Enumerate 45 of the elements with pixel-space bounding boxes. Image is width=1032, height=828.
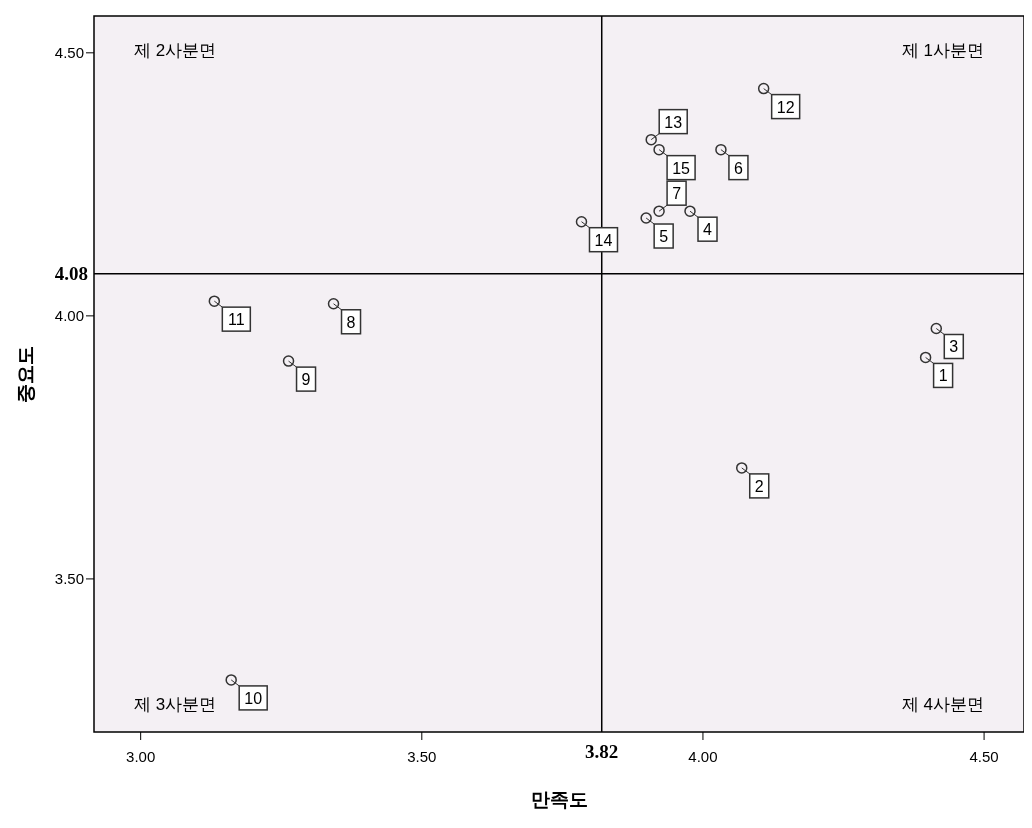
annotation: 1 <box>938 367 948 385</box>
point <box>653 205 665 217</box>
annotation: 제 3사분면 <box>134 695 217 714</box>
point <box>930 322 943 335</box>
x-tick-label: 3.00 <box>126 748 156 765</box>
annotation: 12 <box>776 98 795 116</box>
annotation: 6 <box>733 159 743 177</box>
point <box>919 351 932 364</box>
y-axis-title: 중요도 <box>15 345 36 403</box>
annotation: 제 2사분면 <box>134 41 217 60</box>
point <box>208 295 221 307</box>
point <box>684 205 696 217</box>
annotation: 3 <box>949 338 959 356</box>
point <box>645 133 657 146</box>
annotation: 2 <box>754 477 764 495</box>
x-tick-label: 3.50 <box>407 748 437 765</box>
annotation: 15 <box>672 159 691 177</box>
annotation: 5 <box>659 228 669 246</box>
annotation: 11 <box>228 311 245 329</box>
ref-line-label: 4.08 <box>54 262 88 284</box>
ref-line-label: 3.82 <box>585 741 619 762</box>
point <box>735 462 748 474</box>
annotation: 8 <box>346 313 356 331</box>
point <box>757 82 770 95</box>
annotation: 9 <box>301 371 311 389</box>
y-tick-label: 3.50 <box>54 569 84 587</box>
point <box>715 143 727 156</box>
x-axis-title: 만족도 <box>530 789 588 810</box>
point <box>640 212 652 224</box>
point <box>575 215 588 228</box>
point <box>282 355 295 367</box>
point <box>653 143 665 156</box>
annotation: 14 <box>594 231 613 249</box>
y-tick-label: 4.50 <box>54 43 84 61</box>
annotation: 7 <box>672 185 682 203</box>
annotation: 제 1사분면 <box>901 41 984 60</box>
annotation: 4 <box>703 221 713 239</box>
annotation: 13 <box>664 113 683 131</box>
y-tick-label: 4.00 <box>54 306 84 324</box>
x-tick-label: 4.50 <box>969 748 999 765</box>
annotation: 제 4사분면 <box>901 695 984 714</box>
x-tick-label: 4.00 <box>688 748 718 765</box>
point <box>327 298 340 310</box>
annotation: 10 <box>244 689 263 707</box>
point <box>225 674 237 686</box>
